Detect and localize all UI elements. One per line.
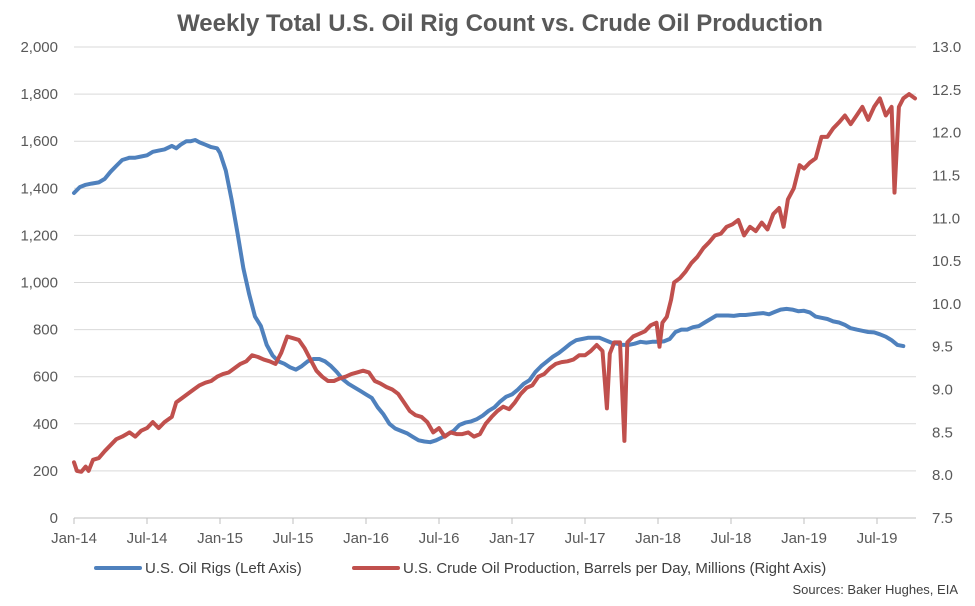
x-tick-label: Jan-15 — [197, 530, 243, 547]
series-line-crude-production — [72, 92, 917, 474]
chart-title: Weekly Total U.S. Oil Rig Count vs. Crud… — [177, 10, 823, 37]
y-right-tick-label: 8.5 — [932, 424, 953, 441]
legend: U.S. Oil Rigs (Left Axis) U.S. Crude Oil … — [94, 560, 826, 577]
x-tick-label: Jan-18 — [635, 530, 681, 547]
y-right-tick-label: 12.0 — [932, 125, 961, 142]
series-line-oil-rigs — [72, 138, 906, 445]
y-right-tick-label: 11.0 — [932, 210, 960, 227]
y-left-tick-label: 1,000 — [20, 275, 58, 292]
y-left-tick-label: 1,400 — [20, 180, 58, 197]
y-left-tick-label: 600 — [33, 369, 58, 386]
y-left-tick-label: 1,200 — [20, 227, 58, 244]
x-tick-label: Jan-19 — [781, 530, 827, 547]
y-left-tick-label: 2,000 — [20, 39, 58, 56]
y-right-tick-label: 7.5 — [932, 510, 953, 527]
x-tick-label: Jan-16 — [343, 530, 389, 547]
y-right-tick-label: 13.0 — [932, 39, 961, 56]
y-left-tick-label: 1,600 — [20, 133, 58, 150]
y-right-tick-label: 11.5 — [932, 167, 960, 184]
y-left-tick-label: 200 — [33, 463, 58, 480]
y-right-tick-label: 8.0 — [932, 467, 953, 484]
x-tick-label: Jul-16 — [419, 530, 460, 547]
y-right-tick-label: 10.5 — [932, 253, 961, 270]
y-right-tick-label: 12.5 — [932, 82, 961, 99]
y-left-tick-label: 800 — [33, 322, 58, 339]
y-left-tick-label: 0 — [50, 510, 58, 527]
legend-label: U.S. Oil Rigs (Left Axis) — [145, 560, 302, 577]
x-tick-label: Jul-14 — [127, 530, 168, 547]
y-right-tick-label: 9.5 — [932, 339, 953, 356]
x-tick-label: Jul-19 — [857, 530, 898, 547]
y-right-tick-label: 9.0 — [932, 382, 953, 399]
x-tick-label: Jul-18 — [711, 530, 752, 547]
source-note: Sources: Baker Hughes, EIA — [793, 582, 959, 597]
x-tick-label: Jan-17 — [489, 530, 535, 547]
legend-label: U.S. Crude Oil Production, Barrels per D… — [403, 560, 826, 577]
x-tick-label: Jul-17 — [565, 530, 606, 547]
x-tick-label: Jul-15 — [273, 530, 314, 547]
x-tick-label: Jan-14 — [51, 530, 97, 547]
y-right-tick-label: 10.0 — [932, 296, 961, 313]
series-group — [72, 92, 917, 474]
y-left-tick-label: 400 — [33, 416, 58, 433]
axes: 0 200 400 600 800 1,000 1,200 1,400 1,600 1,800 2,… — [20, 39, 961, 547]
y-left-tick-label: 1,800 — [20, 86, 58, 103]
